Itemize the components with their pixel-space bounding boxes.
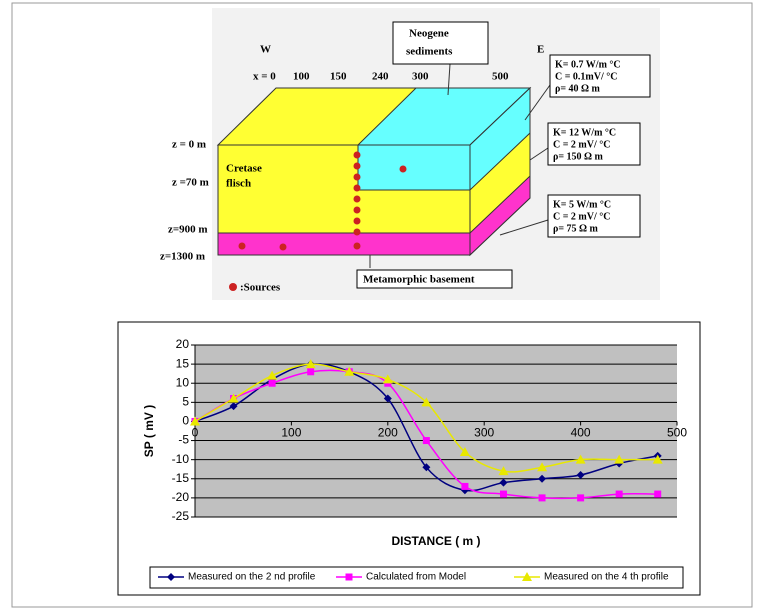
front-basement (217, 232, 471, 256)
marker (499, 490, 507, 498)
prop: C = 2 mV/ °C (553, 139, 610, 150)
marker (267, 370, 278, 380)
label: 240 (372, 71, 389, 83)
label: z = 0 m (172, 139, 206, 151)
marker (229, 402, 238, 411)
x-tick-label: 400 (571, 426, 591, 440)
frame (11, 2, 753, 608)
y-tick-label: 15 (176, 356, 190, 370)
y-axis-title: SP ( mV ) (142, 405, 156, 457)
marker (654, 490, 662, 498)
marker (575, 454, 586, 464)
marker (459, 447, 470, 457)
label: 150 (330, 71, 347, 83)
marker (307, 368, 315, 376)
x-tick-label: 500 (667, 426, 687, 440)
label: Neogene (409, 28, 449, 40)
x-tick-label: 200 (378, 426, 398, 440)
y-tick-label: 0 (182, 414, 189, 428)
label: z=1300 m (160, 251, 205, 263)
marker (614, 454, 625, 464)
right-basement (469, 174, 531, 257)
plot-area (195, 345, 677, 517)
marker (422, 437, 430, 445)
label: x = 0 (253, 71, 276, 83)
legend-label: Measured on the 4 th profile (544, 572, 669, 583)
x-tick-label: 0 (192, 426, 199, 440)
y-tick-label: -20 (172, 490, 190, 504)
leaders (369, 63, 551, 268)
marker (498, 466, 509, 476)
label: 100 (293, 71, 310, 83)
prop: K= 12 W/m °C (553, 127, 616, 138)
legend (149, 566, 684, 589)
sources (229, 151, 407, 291)
marker (577, 494, 585, 502)
label: Cretase (226, 163, 262, 175)
prop: K= 5 W/m °C (553, 199, 611, 210)
x-tick-label: 300 (474, 426, 494, 440)
label: Metamorphic basement (363, 274, 475, 286)
prop: ρ= 40 Ω m (555, 83, 601, 94)
marker (615, 490, 623, 498)
y-tick-label: -15 (172, 471, 190, 485)
label: sediments (406, 46, 453, 58)
label: 500 (492, 71, 509, 83)
legend-label: Measured on the 2 nd profile (188, 572, 316, 583)
marker (652, 454, 663, 464)
label: flisch (226, 178, 251, 190)
prop: ρ= 75 Ω m (553, 223, 599, 234)
right-cyan (469, 86, 531, 192)
prop: K= 0.7 W/m °C (555, 59, 621, 70)
y-tick-label: 5 (182, 395, 189, 409)
label: W (260, 44, 271, 56)
y-tick-label: -5 (178, 433, 189, 447)
marker (537, 462, 548, 472)
marker (576, 470, 585, 479)
marker (522, 572, 532, 581)
marker (461, 482, 469, 490)
y-tick-label: 20 (176, 337, 190, 351)
marker (383, 394, 392, 403)
y-tick-label: 10 (176, 375, 190, 389)
label: E (537, 44, 544, 56)
marker (538, 474, 547, 483)
label: z=900 m (168, 224, 208, 236)
boxes (356, 21, 651, 289)
prop: C = 0.1mV/ °C (555, 71, 617, 82)
marker (421, 397, 432, 407)
prop: C = 2 mV/ °C (553, 211, 610, 222)
marker (190, 416, 200, 426)
label: :Sources (240, 282, 281, 294)
prop: ρ= 150 Ω m (553, 151, 604, 162)
marker (344, 366, 355, 376)
marker (228, 393, 239, 403)
marker (268, 379, 276, 387)
legend-label: Calculated from Model (366, 572, 466, 583)
front-cyan (357, 144, 471, 191)
marker (345, 573, 353, 581)
label: z =70 m (172, 177, 209, 189)
marker (538, 494, 546, 502)
marker (167, 573, 175, 581)
marker (305, 359, 316, 369)
x-axis-title: DISTANCE ( m ) (391, 534, 480, 548)
marker (422, 463, 431, 472)
x-tick-label: 100 (281, 426, 301, 440)
marker (499, 478, 508, 487)
y-tick-label: -25 (172, 509, 190, 523)
y-tick-label: -10 (172, 452, 190, 466)
label: 300 (412, 71, 429, 83)
marker (382, 374, 393, 384)
